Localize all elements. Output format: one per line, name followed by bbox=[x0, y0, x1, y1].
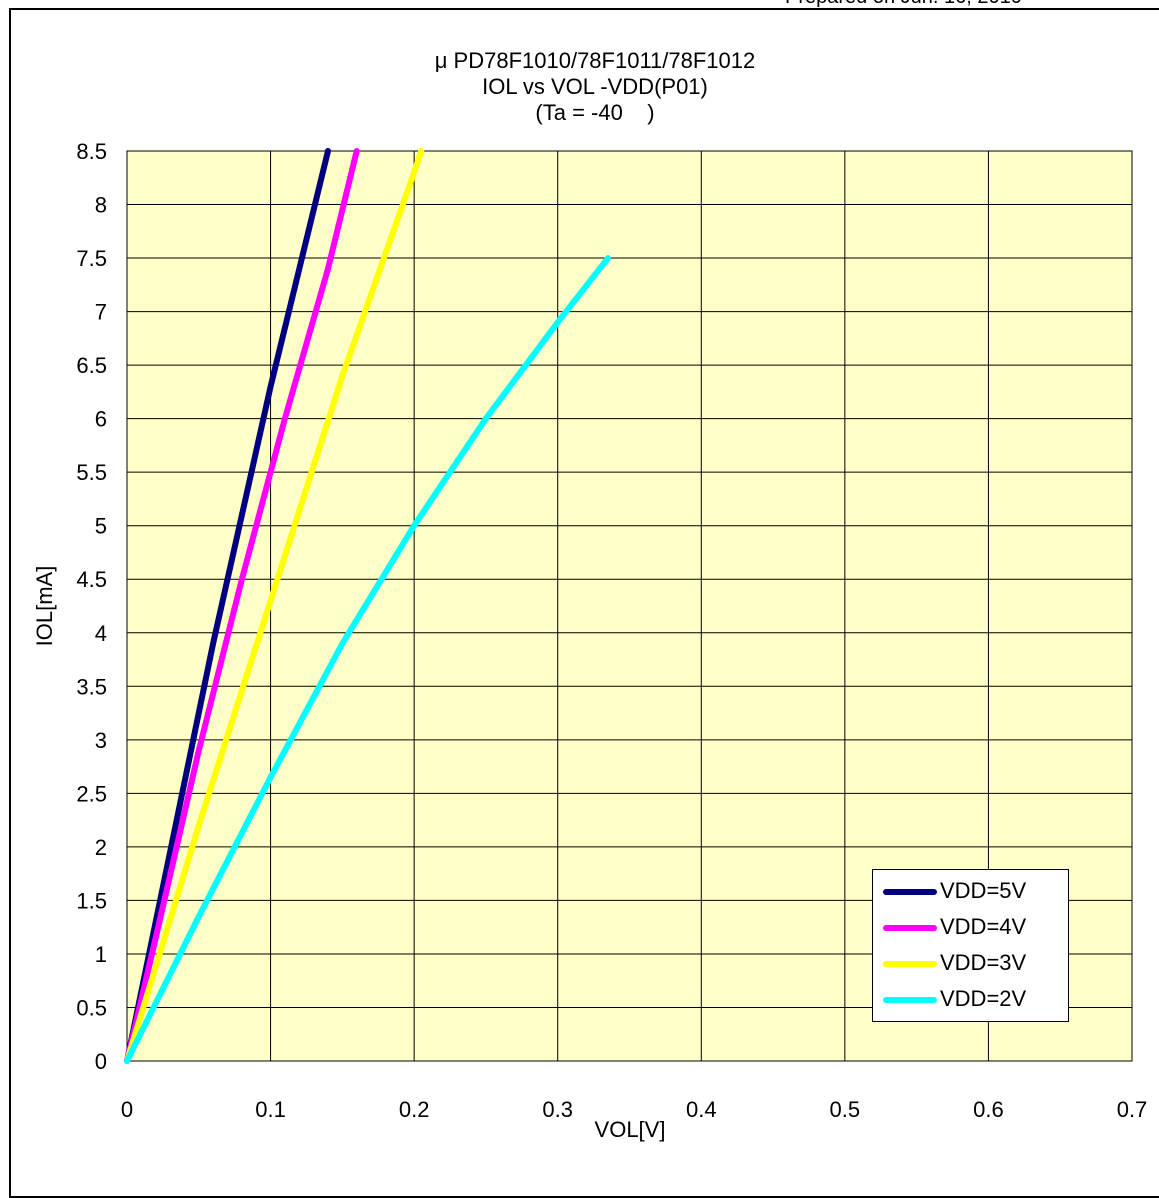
legend-label: VDD=2V bbox=[940, 986, 1027, 1011]
legend-swatch bbox=[883, 997, 937, 1003]
legend-label: VDD=3V bbox=[940, 950, 1027, 975]
x-axis-label: VOL[V] bbox=[595, 1117, 666, 1142]
y-tick-label: 2 bbox=[95, 835, 107, 860]
x-tick-label: 0.1 bbox=[255, 1097, 286, 1122]
y-tick-label: 7 bbox=[95, 300, 107, 325]
legend-item: VDD=4V bbox=[881, 912, 1066, 942]
y-tick-label: 8.5 bbox=[76, 139, 107, 164]
chart-title-line-1: μ PD78F1010/78F1011/78F1012 bbox=[434, 48, 756, 73]
y-tick-label: 3.5 bbox=[76, 674, 107, 699]
y-tick-label: 5 bbox=[95, 514, 107, 539]
y-tick-label: 1.5 bbox=[76, 888, 107, 913]
series-line-4 bbox=[124, 255, 611, 1064]
chart-title-line-3: (Ta = -40 ) bbox=[535, 100, 655, 125]
x-tick-label: 0.2 bbox=[399, 1097, 430, 1122]
y-axis-label: IOL[mA] bbox=[32, 566, 57, 647]
x-tick-label: 0.4 bbox=[686, 1097, 717, 1122]
legend: VDD=5V VDD=4V VDD=3V VDD=2V bbox=[872, 869, 1069, 1022]
legend-item: VDD=2V bbox=[881, 984, 1066, 1014]
chart-title-line-2: IOL vs VOL -VDD(P01) bbox=[482, 74, 708, 99]
y-tick-label: 0 bbox=[95, 1049, 107, 1074]
x-tick-label: 0.6 bbox=[973, 1097, 1004, 1122]
y-tick-label: 5.5 bbox=[76, 460, 107, 485]
legend-item: VDD=3V bbox=[881, 948, 1066, 978]
series-lines bbox=[124, 148, 611, 1064]
x-tick-label: 0.3 bbox=[542, 1097, 573, 1122]
x-tick-label: 0.5 bbox=[830, 1097, 861, 1122]
y-tick-label: 4.5 bbox=[76, 567, 107, 592]
series-line-3 bbox=[124, 148, 425, 1064]
legend-label: VDD=4V bbox=[940, 914, 1027, 939]
legend-label: VDD=5V bbox=[940, 878, 1027, 903]
series-line-2 bbox=[124, 148, 360, 1064]
y-tick-label: 7.5 bbox=[76, 246, 107, 271]
y-tick-label: 6.5 bbox=[76, 353, 107, 378]
x-tick-label: 0.7 bbox=[1117, 1097, 1148, 1122]
y-tick-labels: 0 0.5 1 1.5 2 2.5 3 3.5 4 4.5 5 5.5 6 6.5 7 7.5 8 8.5 bbox=[76, 139, 107, 1074]
y-tick-label: 3 bbox=[95, 728, 107, 753]
legend-swatch bbox=[883, 925, 937, 931]
y-tick-label: 1 bbox=[95, 942, 107, 967]
y-tick-label: 8 bbox=[95, 193, 107, 218]
y-tick-label: 2.5 bbox=[76, 781, 107, 806]
series-line-1 bbox=[124, 148, 331, 1064]
header-note: Prepared on Jun. 16, 2010 bbox=[785, 0, 1022, 9]
y-tick-label: 6 bbox=[95, 407, 107, 432]
x-tick-label: 0 bbox=[121, 1097, 133, 1122]
x-tick-labels: 0 0.1 0.2 0.3 0.4 0.5 0.6 0.7 bbox=[121, 1097, 1147, 1122]
legend-swatch bbox=[883, 889, 937, 895]
legend-swatch bbox=[883, 961, 937, 967]
y-tick-label: 4 bbox=[95, 621, 107, 646]
legend-item: VDD=5V bbox=[881, 876, 1066, 906]
y-tick-label: 0.5 bbox=[76, 995, 107, 1020]
